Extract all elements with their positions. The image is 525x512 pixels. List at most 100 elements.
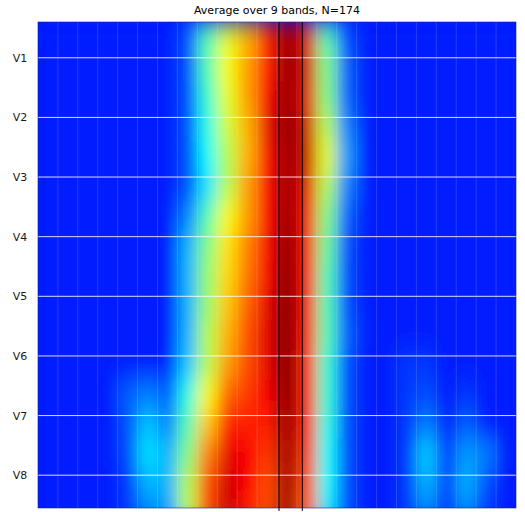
cell — [456, 350, 476, 380]
cell — [217, 499, 237, 508]
cell — [58, 141, 78, 171]
cell — [456, 290, 476, 320]
cell — [58, 201, 78, 231]
cell — [456, 410, 476, 440]
cell — [58, 261, 78, 291]
cell — [337, 111, 357, 141]
cell — [118, 111, 138, 141]
cell — [118, 52, 138, 82]
cell — [436, 111, 456, 141]
cell — [78, 410, 98, 440]
cell — [456, 469, 476, 499]
cell — [357, 141, 377, 171]
cell — [118, 231, 138, 261]
cell — [177, 111, 197, 141]
cell — [138, 380, 158, 410]
cell — [496, 439, 516, 469]
cell — [197, 380, 217, 410]
cell — [237, 22, 257, 52]
cell — [177, 350, 197, 380]
cell — [456, 201, 476, 231]
cell — [297, 52, 317, 82]
cell — [496, 261, 516, 291]
cell — [38, 82, 58, 112]
cell — [138, 82, 158, 112]
cell — [257, 469, 277, 499]
cell — [397, 82, 417, 112]
cell — [297, 290, 317, 320]
cell — [257, 231, 277, 261]
cell — [416, 380, 436, 410]
cell — [98, 261, 118, 291]
cell — [496, 171, 516, 201]
cell — [217, 380, 237, 410]
cell — [456, 171, 476, 201]
cell — [38, 141, 58, 171]
cell — [158, 350, 178, 380]
cell — [197, 201, 217, 231]
cell — [277, 320, 297, 350]
cell — [78, 201, 98, 231]
cell — [98, 201, 118, 231]
cell — [98, 350, 118, 380]
cell — [377, 499, 397, 508]
cell — [78, 290, 98, 320]
cell — [237, 439, 257, 469]
cell — [38, 111, 58, 141]
cell — [277, 111, 297, 141]
cell — [78, 171, 98, 201]
cell — [78, 499, 98, 508]
grid-line-x — [97, 22, 98, 508]
grid-line-x — [177, 22, 178, 508]
cell — [317, 22, 337, 52]
cell — [197, 261, 217, 291]
cell — [436, 439, 456, 469]
cell — [277, 52, 297, 82]
cell — [98, 320, 118, 350]
cell — [177, 261, 197, 291]
cell — [158, 261, 178, 291]
cell — [217, 320, 237, 350]
cell — [98, 111, 118, 141]
cell — [496, 410, 516, 440]
cell — [476, 111, 496, 141]
cell — [317, 171, 337, 201]
tick-label-y: V6 — [13, 350, 28, 363]
cell — [317, 52, 337, 82]
cell — [277, 22, 297, 52]
cell — [357, 231, 377, 261]
cell — [118, 469, 138, 499]
cell — [357, 261, 377, 291]
cell — [158, 82, 178, 112]
cell — [58, 320, 78, 350]
cell — [237, 111, 257, 141]
cell — [337, 410, 357, 440]
cell — [297, 350, 317, 380]
cell — [297, 499, 317, 508]
cell — [496, 320, 516, 350]
cell — [257, 350, 277, 380]
cell — [436, 469, 456, 499]
cell — [98, 141, 118, 171]
cell — [277, 231, 297, 261]
cell — [217, 52, 237, 82]
cell — [357, 22, 377, 52]
cell — [138, 52, 158, 82]
cell — [456, 231, 476, 261]
grid-line-y — [38, 296, 516, 297]
cell — [177, 499, 197, 508]
tick-label-y: V4 — [13, 231, 28, 244]
grid-line-x — [296, 22, 297, 508]
cell — [297, 141, 317, 171]
cell — [237, 141, 257, 171]
cell — [217, 231, 237, 261]
cell — [98, 231, 118, 261]
cell — [496, 82, 516, 112]
cell — [78, 380, 98, 410]
cell — [237, 380, 257, 410]
plot-frame — [38, 22, 516, 508]
cell — [237, 469, 257, 499]
grid-line-x — [197, 22, 198, 508]
cell — [377, 469, 397, 499]
cell — [58, 52, 78, 82]
